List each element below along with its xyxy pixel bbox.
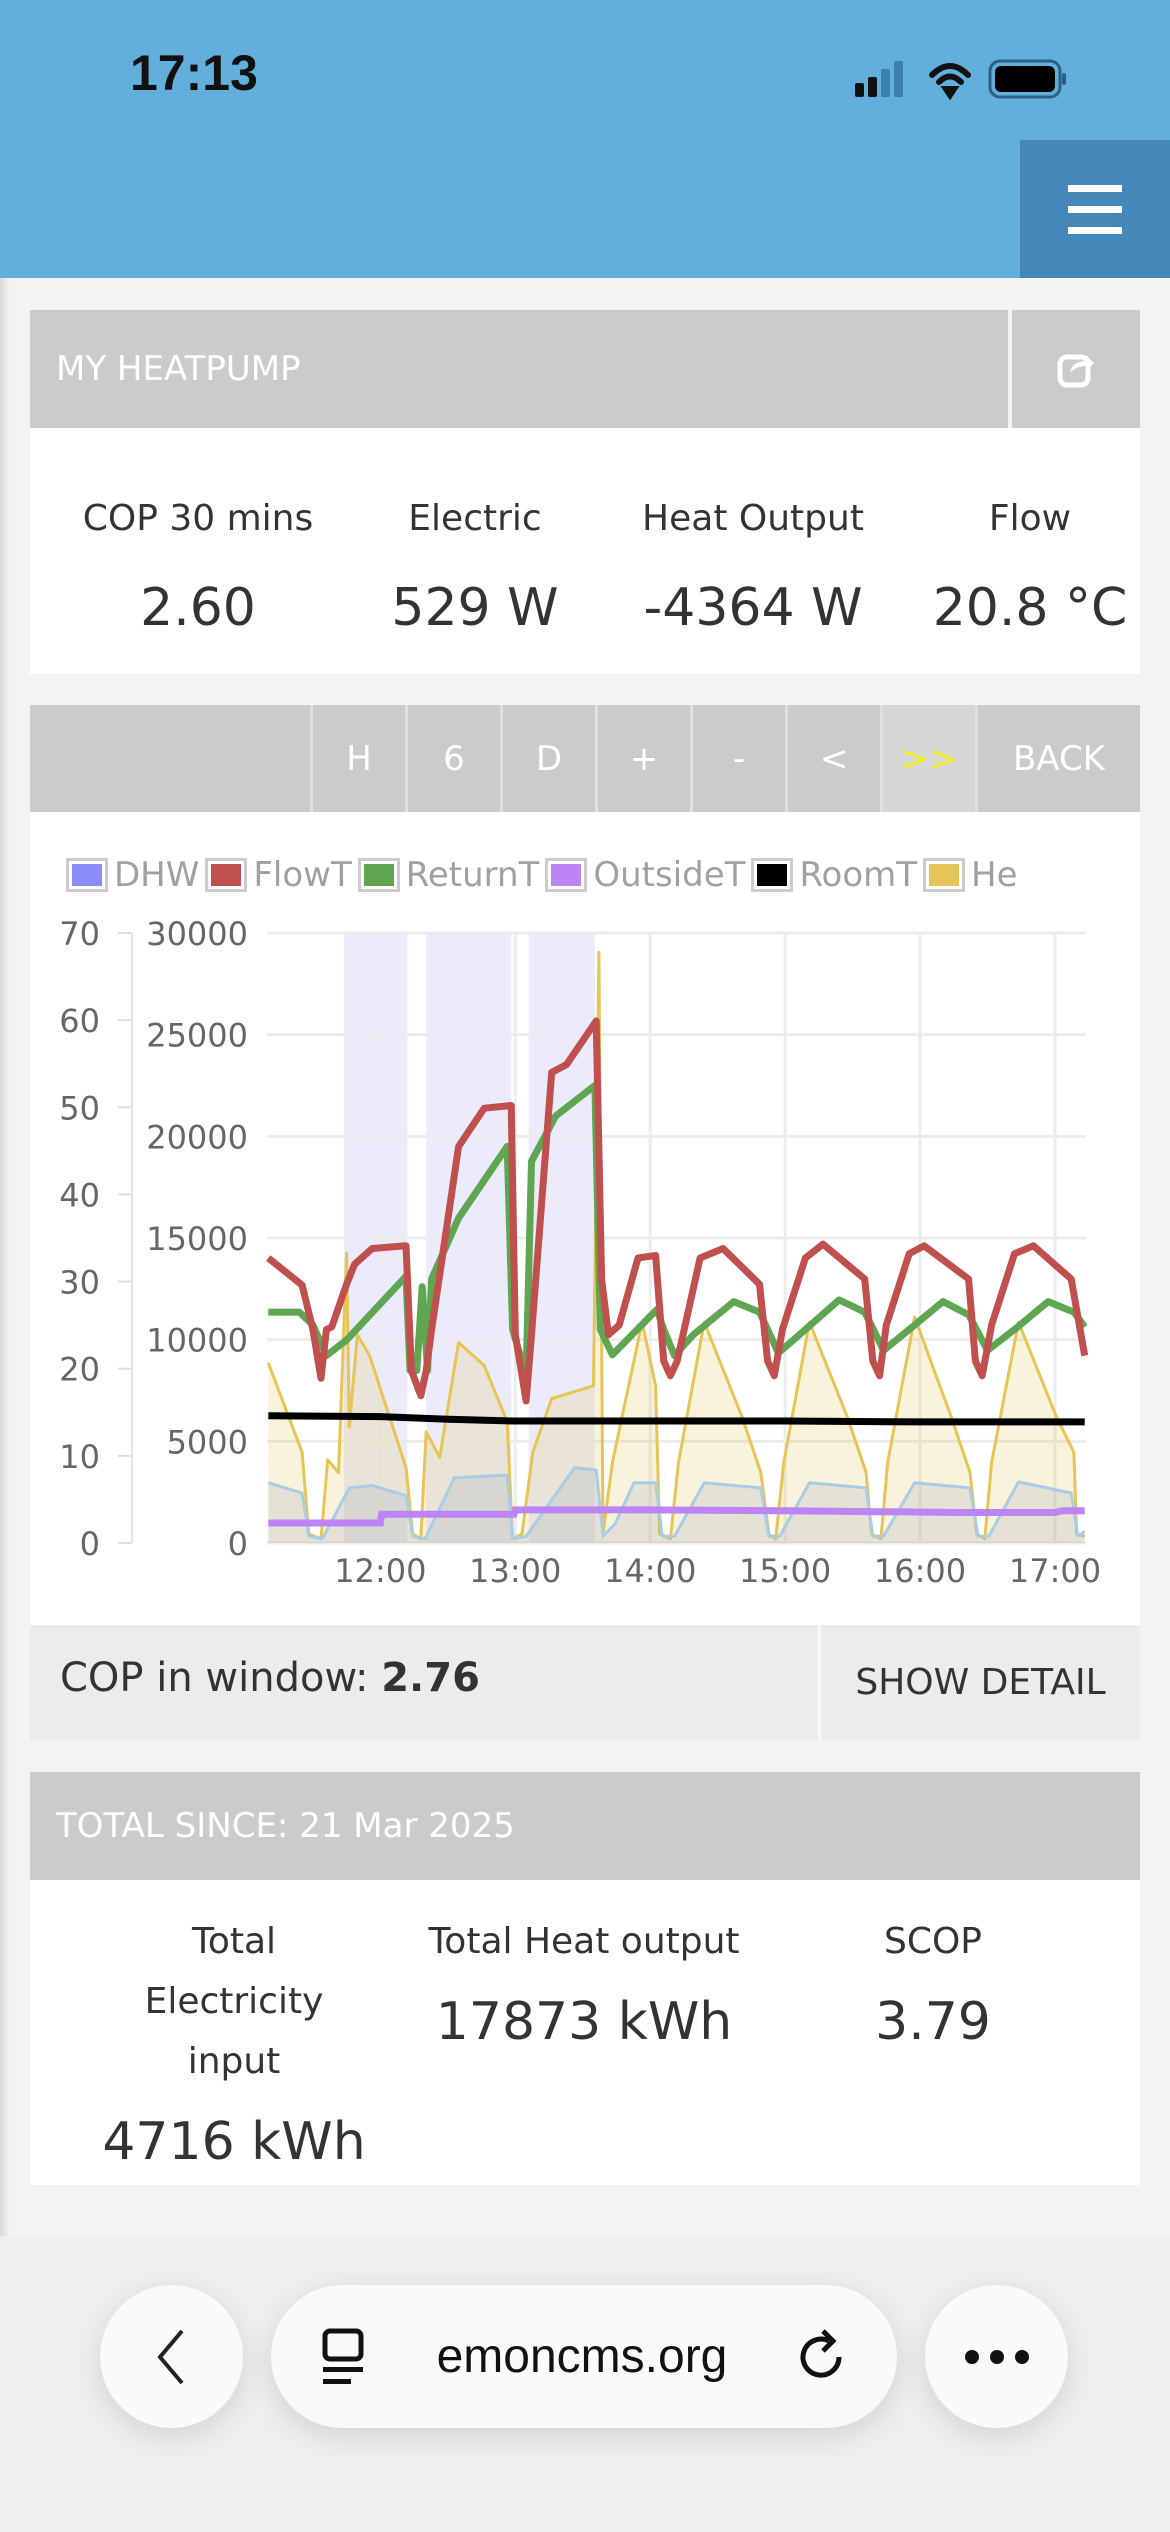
- scroll-edge: [0, 278, 10, 2238]
- y-right-tick-label: 10000: [146, 1322, 248, 1360]
- total-scop: SCOP 3.79: [875, 1921, 991, 2052]
- series-heat-line: [266, 950, 1086, 1541]
- wifi-icon: [929, 63, 971, 101]
- series-heat-area: [268, 952, 1085, 1543]
- hour-button[interactable]: H: [310, 705, 405, 812]
- tab-layout-icon: [322, 2328, 364, 2384]
- battery-icon: [988, 59, 1066, 99]
- app-title: MY HEATPUMP: [56, 349, 301, 389]
- cop-window-label: COP in window:: [60, 1655, 382, 1701]
- chevron-left-icon: [156, 2329, 184, 2384]
- x-tick-label: 14:00: [604, 1552, 696, 1590]
- totals-panel: Total Electricity input 4716 kWh Total He…: [30, 1880, 1140, 2185]
- series-outsidet-line: [268, 1506, 1085, 1527]
- legend-swatch: [357, 858, 400, 892]
- cop-window-row: [30, 1625, 1140, 1740]
- totals-header: TOTAL SINCE: 21 Mar 2025: [30, 1772, 1140, 1880]
- y-right-tick-label: 5000: [167, 1423, 248, 1461]
- menu-button[interactable]: [1020, 140, 1170, 278]
- cop-window-value: 2.76: [381, 1655, 480, 1701]
- x-tick-label: 12:00: [334, 1552, 426, 1590]
- legend-item-he[interactable]: He: [923, 855, 1018, 895]
- y-left-tick-label: 30: [59, 1264, 100, 1302]
- series-electric-line: [267, 1466, 1086, 1541]
- y-left-tick-label: 20: [59, 1351, 100, 1389]
- y-right-tick-label: 15000: [146, 1220, 248, 1258]
- app-title-bar: MY HEATPUMP: [30, 310, 1140, 428]
- pan-left-button[interactable]: <: [785, 705, 880, 812]
- zoom-out-button[interactable]: -: [690, 705, 785, 812]
- y-left-tick-label: 10: [59, 1438, 100, 1476]
- series-flowt-line: [266, 1017, 1089, 1405]
- zoom-in-button[interactable]: +: [595, 705, 690, 812]
- legend-label: RoomT: [799, 855, 918, 895]
- legend-swatch: [751, 858, 794, 892]
- more-icon: [964, 2349, 1029, 2364]
- y-left-tick-label: 40: [59, 1176, 100, 1214]
- legend-swatch: [66, 858, 108, 892]
- legend-label: ReturnT: [405, 855, 540, 895]
- legend-item-dhw[interactable]: DHW: [66, 855, 199, 895]
- series-electric-area: [268, 1467, 1085, 1543]
- y-right-tick-label: 25000: [146, 1017, 248, 1055]
- share-icon: [1057, 354, 1094, 388]
- legend-swatch: [205, 858, 248, 892]
- total-electricity: Total Electricity input 4716 kWh: [102, 1921, 366, 2172]
- more-button[interactable]: [925, 2285, 1068, 2428]
- x-tick-label: 15:00: [739, 1552, 831, 1590]
- legend-swatch: [923, 858, 966, 892]
- y-right-tick-label: 30000: [146, 915, 248, 953]
- reload-icon: [800, 2328, 842, 2378]
- total-heat: Total Heat output 17873 kWh: [428, 1921, 740, 2052]
- legend-label: DHW: [114, 855, 200, 895]
- status-icons: [855, 59, 1066, 101]
- legend-label: OutsideT: [593, 855, 746, 895]
- address-bar[interactable]: emoncms.org: [271, 2285, 897, 2428]
- browser-back-button[interactable]: [100, 2285, 243, 2428]
- x-tick-label: 17:00: [1009, 1552, 1101, 1590]
- y-left-tick-label: 70: [59, 915, 100, 953]
- chart[interactable]: 0 5000 10000 15000 20000 25000 30000 0 10 20 30 40 5…: [0, 812, 1170, 1625]
- share-button[interactable]: [1008, 310, 1140, 428]
- x-tick-label: 13:00: [469, 1552, 561, 1590]
- y-right-tick-label: 20000: [146, 1118, 248, 1156]
- y-left-tick-label: 50: [59, 1089, 100, 1127]
- cop-window: COP in window: 2.76: [60, 1655, 480, 1701]
- live-stats: COP 30 mins 2.60 Electric 529 W Heat Outpu…: [30, 428, 1140, 674]
- legend-label: He: [971, 855, 1018, 895]
- y-left-tick-label: 0: [80, 1525, 100, 1563]
- legend-swatch: [545, 858, 588, 892]
- y-right-tick-label: 0: [228, 1525, 248, 1563]
- legend-item-flowt[interactable]: FlowT: [205, 855, 352, 895]
- back-button[interactable]: BACK: [975, 705, 1140, 812]
- six-hour-button[interactable]: 6: [405, 705, 500, 812]
- hamburger-icon: [1068, 184, 1122, 192]
- signal-icon: [855, 61, 903, 97]
- legend-item-returnt[interactable]: ReturnT: [357, 855, 540, 895]
- series-roomt-line: [268, 1412, 1085, 1426]
- y-left-tick-label: 60: [59, 1002, 100, 1040]
- legend-item-roomt[interactable]: RoomT: [751, 855, 917, 895]
- legend-item-outsidet[interactable]: OutsideT: [545, 855, 745, 895]
- x-tick-label: 16:00: [874, 1552, 966, 1590]
- status-time: 17:13: [130, 45, 258, 101]
- show-detail-button[interactable]: SHOW DETAIL: [818, 1625, 1140, 1740]
- chart-legend: DHW FlowT ReturnT OutsideT RoomT He: [66, 855, 1112, 895]
- totals-header-text: TOTAL SINCE: 21 Mar 2025: [56, 1806, 515, 1846]
- pan-right-button[interactable]: >>: [880, 705, 975, 812]
- day-button[interactable]: D: [500, 705, 595, 812]
- header-bar: [0, 0, 1170, 278]
- url-text: emoncms.org: [436, 2330, 728, 2383]
- legend-label: FlowT: [253, 855, 352, 895]
